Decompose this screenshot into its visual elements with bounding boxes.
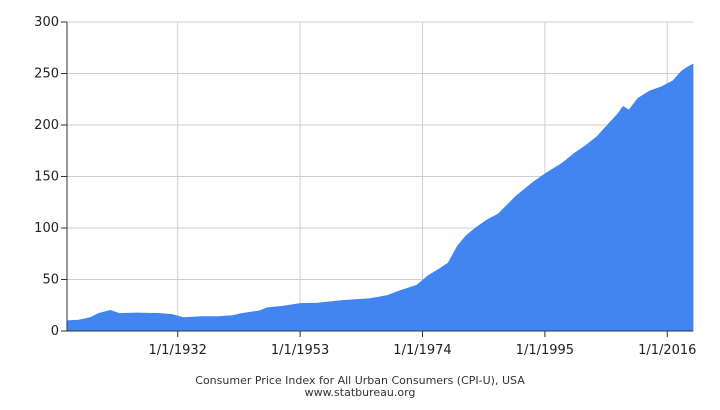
cpi-area-chart: 0 50 100 150 200 250 300 1/1/1932 1/1/1953 1/1/19… [34, 15, 696, 358]
chart-source: www.statbureau.org [304, 386, 416, 399]
y-tick-label: 200 [34, 118, 59, 133]
plot-area [66, 63, 694, 332]
x-tick-label: 1/1/2016 [638, 343, 696, 358]
y-tick-label: 300 [34, 15, 59, 30]
x-tick-label: 1/1/1974 [393, 343, 451, 358]
chart-caption: Consumer Price Index for All Urban Consu… [195, 374, 525, 387]
y-tick-label: 250 [34, 67, 59, 82]
y-tick-label: 0 [51, 324, 59, 339]
y-tick-label: 150 [34, 170, 59, 185]
y-tick-label: 100 [34, 221, 59, 236]
x-tick-label: 1/1/1932 [149, 343, 207, 358]
cpi-area-series [66, 63, 694, 332]
x-tick-label: 1/1/1995 [516, 343, 574, 358]
y-tick-label: 50 [42, 273, 59, 288]
x-tick-label: 1/1/1953 [271, 343, 329, 358]
axes: 0 50 100 150 200 250 300 1/1/1932 1/1/1953 1/1/19… [34, 15, 696, 358]
